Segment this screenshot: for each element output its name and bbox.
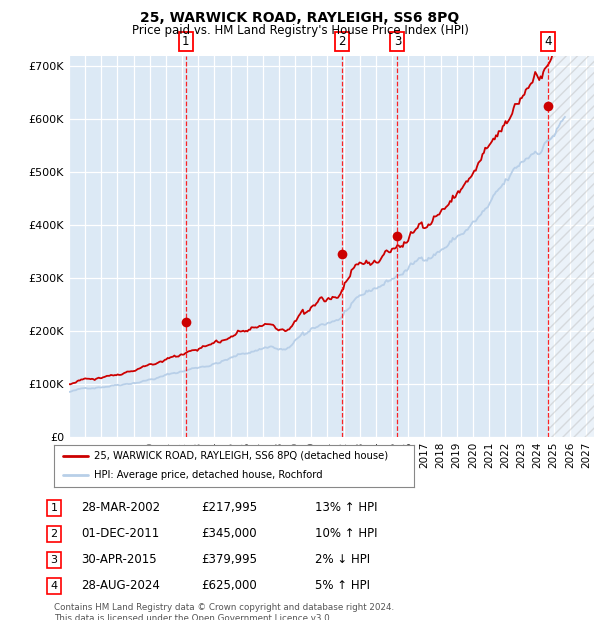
Text: HPI: Average price, detached house, Rochford: HPI: Average price, detached house, Roch…	[94, 471, 322, 480]
Text: £345,000: £345,000	[201, 528, 257, 540]
Text: 2: 2	[338, 35, 346, 48]
Text: 5% ↑ HPI: 5% ↑ HPI	[315, 580, 370, 592]
Text: £625,000: £625,000	[201, 580, 257, 592]
Text: 3: 3	[50, 555, 58, 565]
Bar	[548, 56, 594, 437]
Text: 28-MAR-2002: 28-MAR-2002	[81, 502, 160, 514]
Text: 01-DEC-2011: 01-DEC-2011	[81, 528, 159, 540]
Text: 1: 1	[50, 503, 58, 513]
Text: 3: 3	[394, 35, 401, 48]
Text: 1: 1	[182, 35, 190, 48]
Text: Price paid vs. HM Land Registry's House Price Index (HPI): Price paid vs. HM Land Registry's House …	[131, 24, 469, 37]
Text: 13% ↑ HPI: 13% ↑ HPI	[315, 502, 377, 514]
Text: 10% ↑ HPI: 10% ↑ HPI	[315, 528, 377, 540]
Text: 28-AUG-2024: 28-AUG-2024	[81, 580, 160, 592]
Text: 2: 2	[50, 529, 58, 539]
Text: 25, WARWICK ROAD, RAYLEIGH, SS6 8PQ (detached house): 25, WARWICK ROAD, RAYLEIGH, SS6 8PQ (det…	[94, 451, 388, 461]
Text: 30-APR-2015: 30-APR-2015	[81, 554, 157, 566]
Text: £217,995: £217,995	[201, 502, 257, 514]
Text: Contains HM Land Registry data © Crown copyright and database right 2024.
This d: Contains HM Land Registry data © Crown c…	[54, 603, 394, 620]
Text: £379,995: £379,995	[201, 554, 257, 566]
Text: 4: 4	[50, 581, 58, 591]
Text: 2% ↓ HPI: 2% ↓ HPI	[315, 554, 370, 566]
Text: 4: 4	[544, 35, 552, 48]
Text: 25, WARWICK ROAD, RAYLEIGH, SS6 8PQ: 25, WARWICK ROAD, RAYLEIGH, SS6 8PQ	[140, 11, 460, 25]
